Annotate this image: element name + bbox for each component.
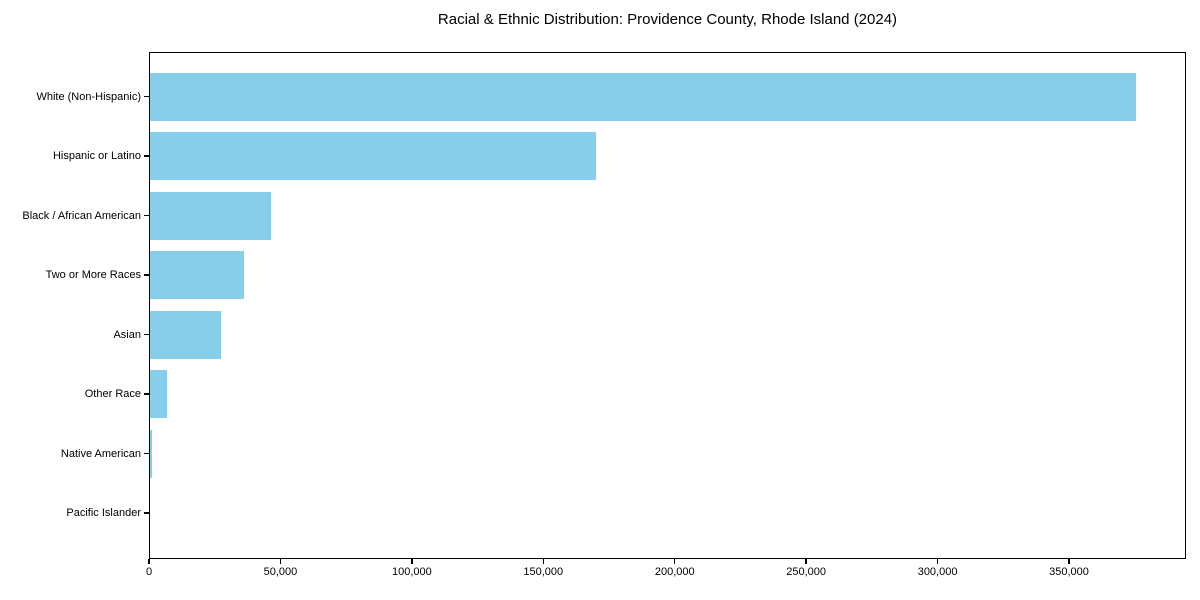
y-tick-mark (144, 274, 149, 276)
y-tick-label: Hispanic or Latino (52, 150, 141, 163)
y-tick-label: Two or More Races (45, 269, 141, 282)
x-tick-label: 250,000 (786, 566, 827, 578)
y-tick-mark (144, 214, 149, 217)
plot-area (149, 52, 1186, 559)
x-tick-label: 350,000 (1049, 566, 1089, 578)
x-tick-mark (411, 559, 413, 564)
x-tick-mark (673, 559, 676, 564)
x-tick-label: 300,000 (917, 566, 958, 578)
bar (149, 132, 596, 181)
bar (149, 429, 153, 478)
chart-title: Racial & Ethnic Distribution: Providence… (437, 11, 898, 28)
x-tick-label: 100,000 (391, 566, 432, 578)
x-tick-mark (148, 559, 150, 564)
x-tick-label: 0 (145, 566, 153, 578)
x-tick-label: 150,000 (523, 566, 564, 578)
y-tick-label: Native American (60, 447, 141, 460)
x-tick-label: 50,000 (263, 566, 298, 578)
bar (149, 251, 244, 300)
y-tick-label: Asian (113, 328, 141, 341)
x-tick-mark (936, 559, 939, 564)
bar (149, 72, 1137, 121)
y-tick-mark (144, 512, 149, 514)
x-tick-label: 200,000 (654, 566, 695, 578)
y-tick-label: Pacific Islander (66, 507, 141, 520)
bar (149, 370, 168, 419)
y-tick-label: Black / African American (22, 209, 141, 222)
bar (149, 191, 271, 240)
y-tick-mark (144, 452, 149, 455)
bar (149, 310, 222, 359)
y-tick-label: White (Non-Hispanic) (36, 90, 141, 103)
y-tick-mark (144, 333, 149, 336)
y-tick-mark (144, 155, 149, 157)
x-tick-mark (1068, 559, 1070, 564)
y-tick-label: Other Race (84, 388, 141, 401)
x-tick-mark (279, 559, 282, 564)
y-tick-mark (144, 95, 149, 98)
x-tick-mark (542, 559, 545, 564)
y-tick-mark (144, 393, 149, 395)
x-tick-mark (805, 559, 807, 564)
